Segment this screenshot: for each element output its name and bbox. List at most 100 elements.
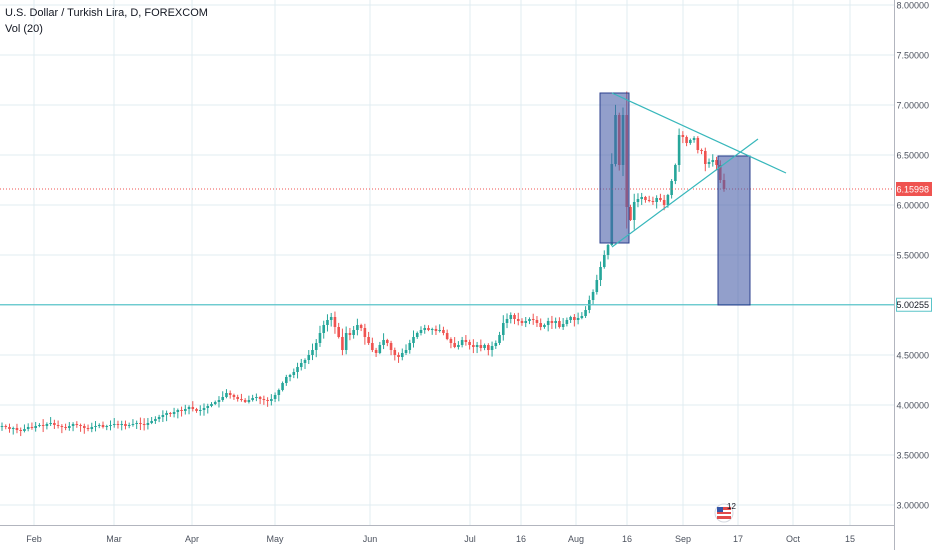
- drawings[interactable]: [0, 92, 894, 306]
- candle: [681, 131, 685, 144]
- candle: [68, 422, 71, 431]
- candle-body: [198, 410, 202, 411]
- candle-body: [202, 408, 206, 410]
- candle-body: [296, 367, 299, 372]
- candle: [415, 331, 419, 339]
- candle-body: [584, 310, 587, 316]
- candle-body: [101, 425, 105, 427]
- candle: [371, 337, 374, 353]
- candle-body: [311, 350, 314, 355]
- candle: [112, 418, 116, 428]
- y-tick-label: 5.50000: [896, 251, 929, 261]
- candle: [629, 204, 632, 222]
- candle: [213, 400, 217, 406]
- volume-indicator-label[interactable]: Vol (20): [5, 23, 43, 35]
- support-price-tag-bg: [896, 297, 932, 312]
- candle: [45, 422, 49, 430]
- candle-body: [41, 425, 45, 426]
- candle-body: [438, 330, 441, 331]
- candle: [696, 136, 700, 154]
- candle: [344, 326, 348, 355]
- candle: [356, 318, 359, 336]
- candle: [165, 410, 168, 422]
- candle-body: [397, 355, 400, 357]
- candle-body: [307, 355, 311, 360]
- candle-body: [647, 200, 651, 201]
- candle: [26, 423, 30, 432]
- candle: [326, 314, 329, 332]
- candle: [442, 326, 445, 336]
- candle-body: [386, 340, 389, 343]
- candle-body: [64, 427, 67, 428]
- candle: [602, 250, 606, 269]
- candle: [550, 315, 554, 329]
- candle: [457, 341, 460, 350]
- support-price-tag: 5.00255: [896, 297, 932, 312]
- candle: [606, 243, 610, 260]
- candle-body: [146, 423, 150, 425]
- candle: [329, 312, 333, 327]
- candle-body: [644, 197, 647, 200]
- candle-body: [606, 245, 610, 255]
- x-tick-label: Sep: [675, 534, 691, 544]
- target-rectangle[interactable]: [717, 155, 751, 306]
- candle-body: [685, 137, 688, 143]
- candle: [573, 314, 576, 327]
- candle-body: [640, 197, 643, 199]
- candle-body: [124, 424, 127, 426]
- candle: [23, 424, 26, 433]
- candle: [584, 306, 587, 318]
- candle: [423, 324, 427, 334]
- candle-body: [457, 345, 460, 347]
- candle: [363, 323, 367, 345]
- candle: [595, 274, 599, 295]
- candle: [273, 392, 277, 403]
- candle: [236, 394, 239, 402]
- candle-body: [427, 328, 430, 330]
- y-tick-label: 7.00000: [896, 101, 929, 111]
- candle: [34, 421, 37, 432]
- candle-body: [251, 398, 254, 400]
- candle-body: [674, 165, 677, 181]
- candle-body: [83, 426, 86, 428]
- y-tick-label: 3.00000: [896, 501, 929, 511]
- lower-trendline[interactable]: [611, 138, 759, 248]
- candle-body: [524, 321, 528, 323]
- us-flag-icon[interactable]: 12: [714, 502, 736, 523]
- candle-body: [75, 424, 79, 425]
- candle-body: [430, 329, 434, 330]
- candle: [483, 343, 486, 351]
- candle: [453, 337, 456, 349]
- candle-body: [79, 425, 82, 426]
- candle-body: [531, 319, 535, 320]
- candle-body: [165, 413, 168, 415]
- candle: [516, 312, 520, 326]
- candle-body: [157, 417, 161, 419]
- x-tick-label: Jul: [464, 534, 476, 544]
- candle: [569, 315, 572, 323]
- x-tick-label: May: [266, 534, 284, 544]
- symbol-title[interactable]: U.S. Dollar / Turkish Lira, D, FOREXCOM: [5, 7, 208, 19]
- candle-body: [374, 350, 378, 353]
- candle-body: [213, 402, 217, 404]
- candle: [243, 398, 247, 404]
- candle: [692, 136, 696, 143]
- candle-body: [281, 383, 284, 390]
- candle: [251, 394, 254, 402]
- flagpole-rectangle[interactable]: [599, 92, 630, 244]
- candle-body: [546, 321, 550, 325]
- candle: [307, 350, 311, 364]
- candle-body: [135, 423, 138, 424]
- candle: [172, 407, 176, 418]
- candle: [505, 313, 509, 329]
- candle: [258, 395, 262, 405]
- candle: [101, 421, 105, 429]
- upper-trendline[interactable]: [611, 92, 787, 174]
- candle: [464, 335, 468, 346]
- candle: [333, 311, 337, 334]
- candle-body: [715, 160, 718, 165]
- x-axis: Feb Mar Apr May Jun Jul 16 Aug 16 Sep 17 Oct 15: [0, 525, 894, 544]
- candle-body: [352, 330, 355, 335]
